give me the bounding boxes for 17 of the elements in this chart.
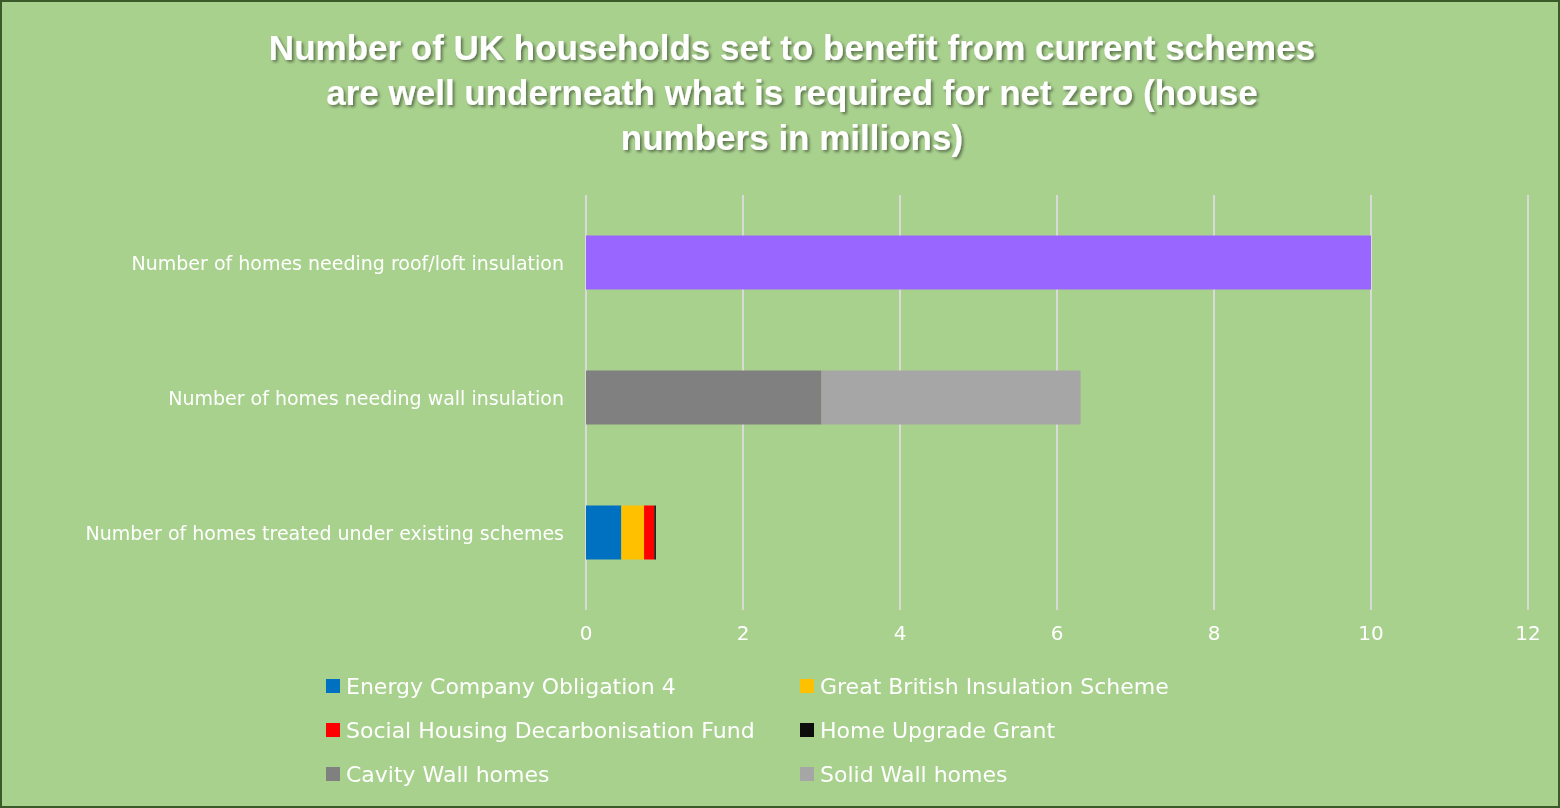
chart-title: Number of UK households set to benefit from current schemes are well underneath what is required for net zero (house numbers in millions): [268, 28, 1316, 157]
x-tick-label: 0: [579, 621, 593, 645]
x-tick-label: 4: [893, 621, 907, 645]
legend-label: Cavity Wall homes: [346, 762, 550, 787]
x-tick-label: 2: [736, 621, 750, 645]
y-tick-label: Number of homes needing wall insulation: [168, 386, 564, 409]
legend-label: Home Upgrade Grant: [820, 718, 1056, 743]
x-tick-label: 6: [1050, 621, 1064, 645]
legend-label: Social Housing Decarbonisation Fund: [346, 718, 755, 743]
legend-label: Energy Company Obligation 4: [346, 674, 676, 699]
y-tick-label: Number of homes needing roof/loft insulation: [131, 251, 564, 274]
x-tick-label: 8: [1207, 621, 1221, 645]
x-tick-label: 12: [1515, 621, 1541, 645]
x-tick-label: 10: [1358, 621, 1384, 645]
y-tick-label: Number of homes treated under existing schemes: [85, 521, 564, 544]
legend-label: Solid Wall homes: [820, 762, 1008, 787]
legend-label: Great British Insulation Scheme: [820, 674, 1169, 699]
